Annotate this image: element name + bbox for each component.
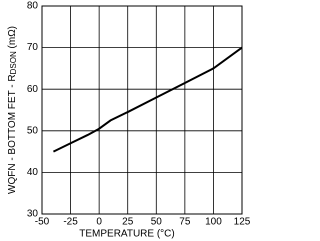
x-tick-label: 0 (96, 217, 102, 228)
y-label-part: WQFN - BOTTOM FET - R (7, 74, 18, 194)
data-line (52, 46, 243, 153)
chart: TEMPERATURE (°C) WQFN - BOTTOM FET - RDS… (7, 1, 251, 240)
x-tick-label: -25 (63, 217, 78, 228)
y-axis-label: WQFN - BOTTOM FET - RDSON (mΩ) (7, 26, 18, 194)
x-tick-label: 100 (205, 217, 222, 228)
x-tick-label: 125 (234, 217, 251, 228)
y-tick-label: 80 (27, 1, 39, 12)
y-tick-label: 60 (27, 84, 39, 95)
y-label-part: (mΩ) (7, 26, 18, 51)
x-tick-label: 75 (179, 217, 191, 228)
y-tick-label: 40 (27, 167, 39, 178)
y-tick-label: 70 (27, 42, 39, 53)
y-tick-label: 30 (27, 209, 39, 220)
y-tick-label: 50 (27, 125, 39, 136)
x-tick-label: -50 (35, 217, 50, 228)
y-label-sub: DSON (9, 51, 18, 74)
x-axis-label: TEMPERATURE (°C) (79, 229, 174, 240)
x-tick-label: 50 (151, 217, 163, 228)
plot-frame (41, 5, 243, 215)
x-tick-label: 25 (122, 217, 134, 228)
